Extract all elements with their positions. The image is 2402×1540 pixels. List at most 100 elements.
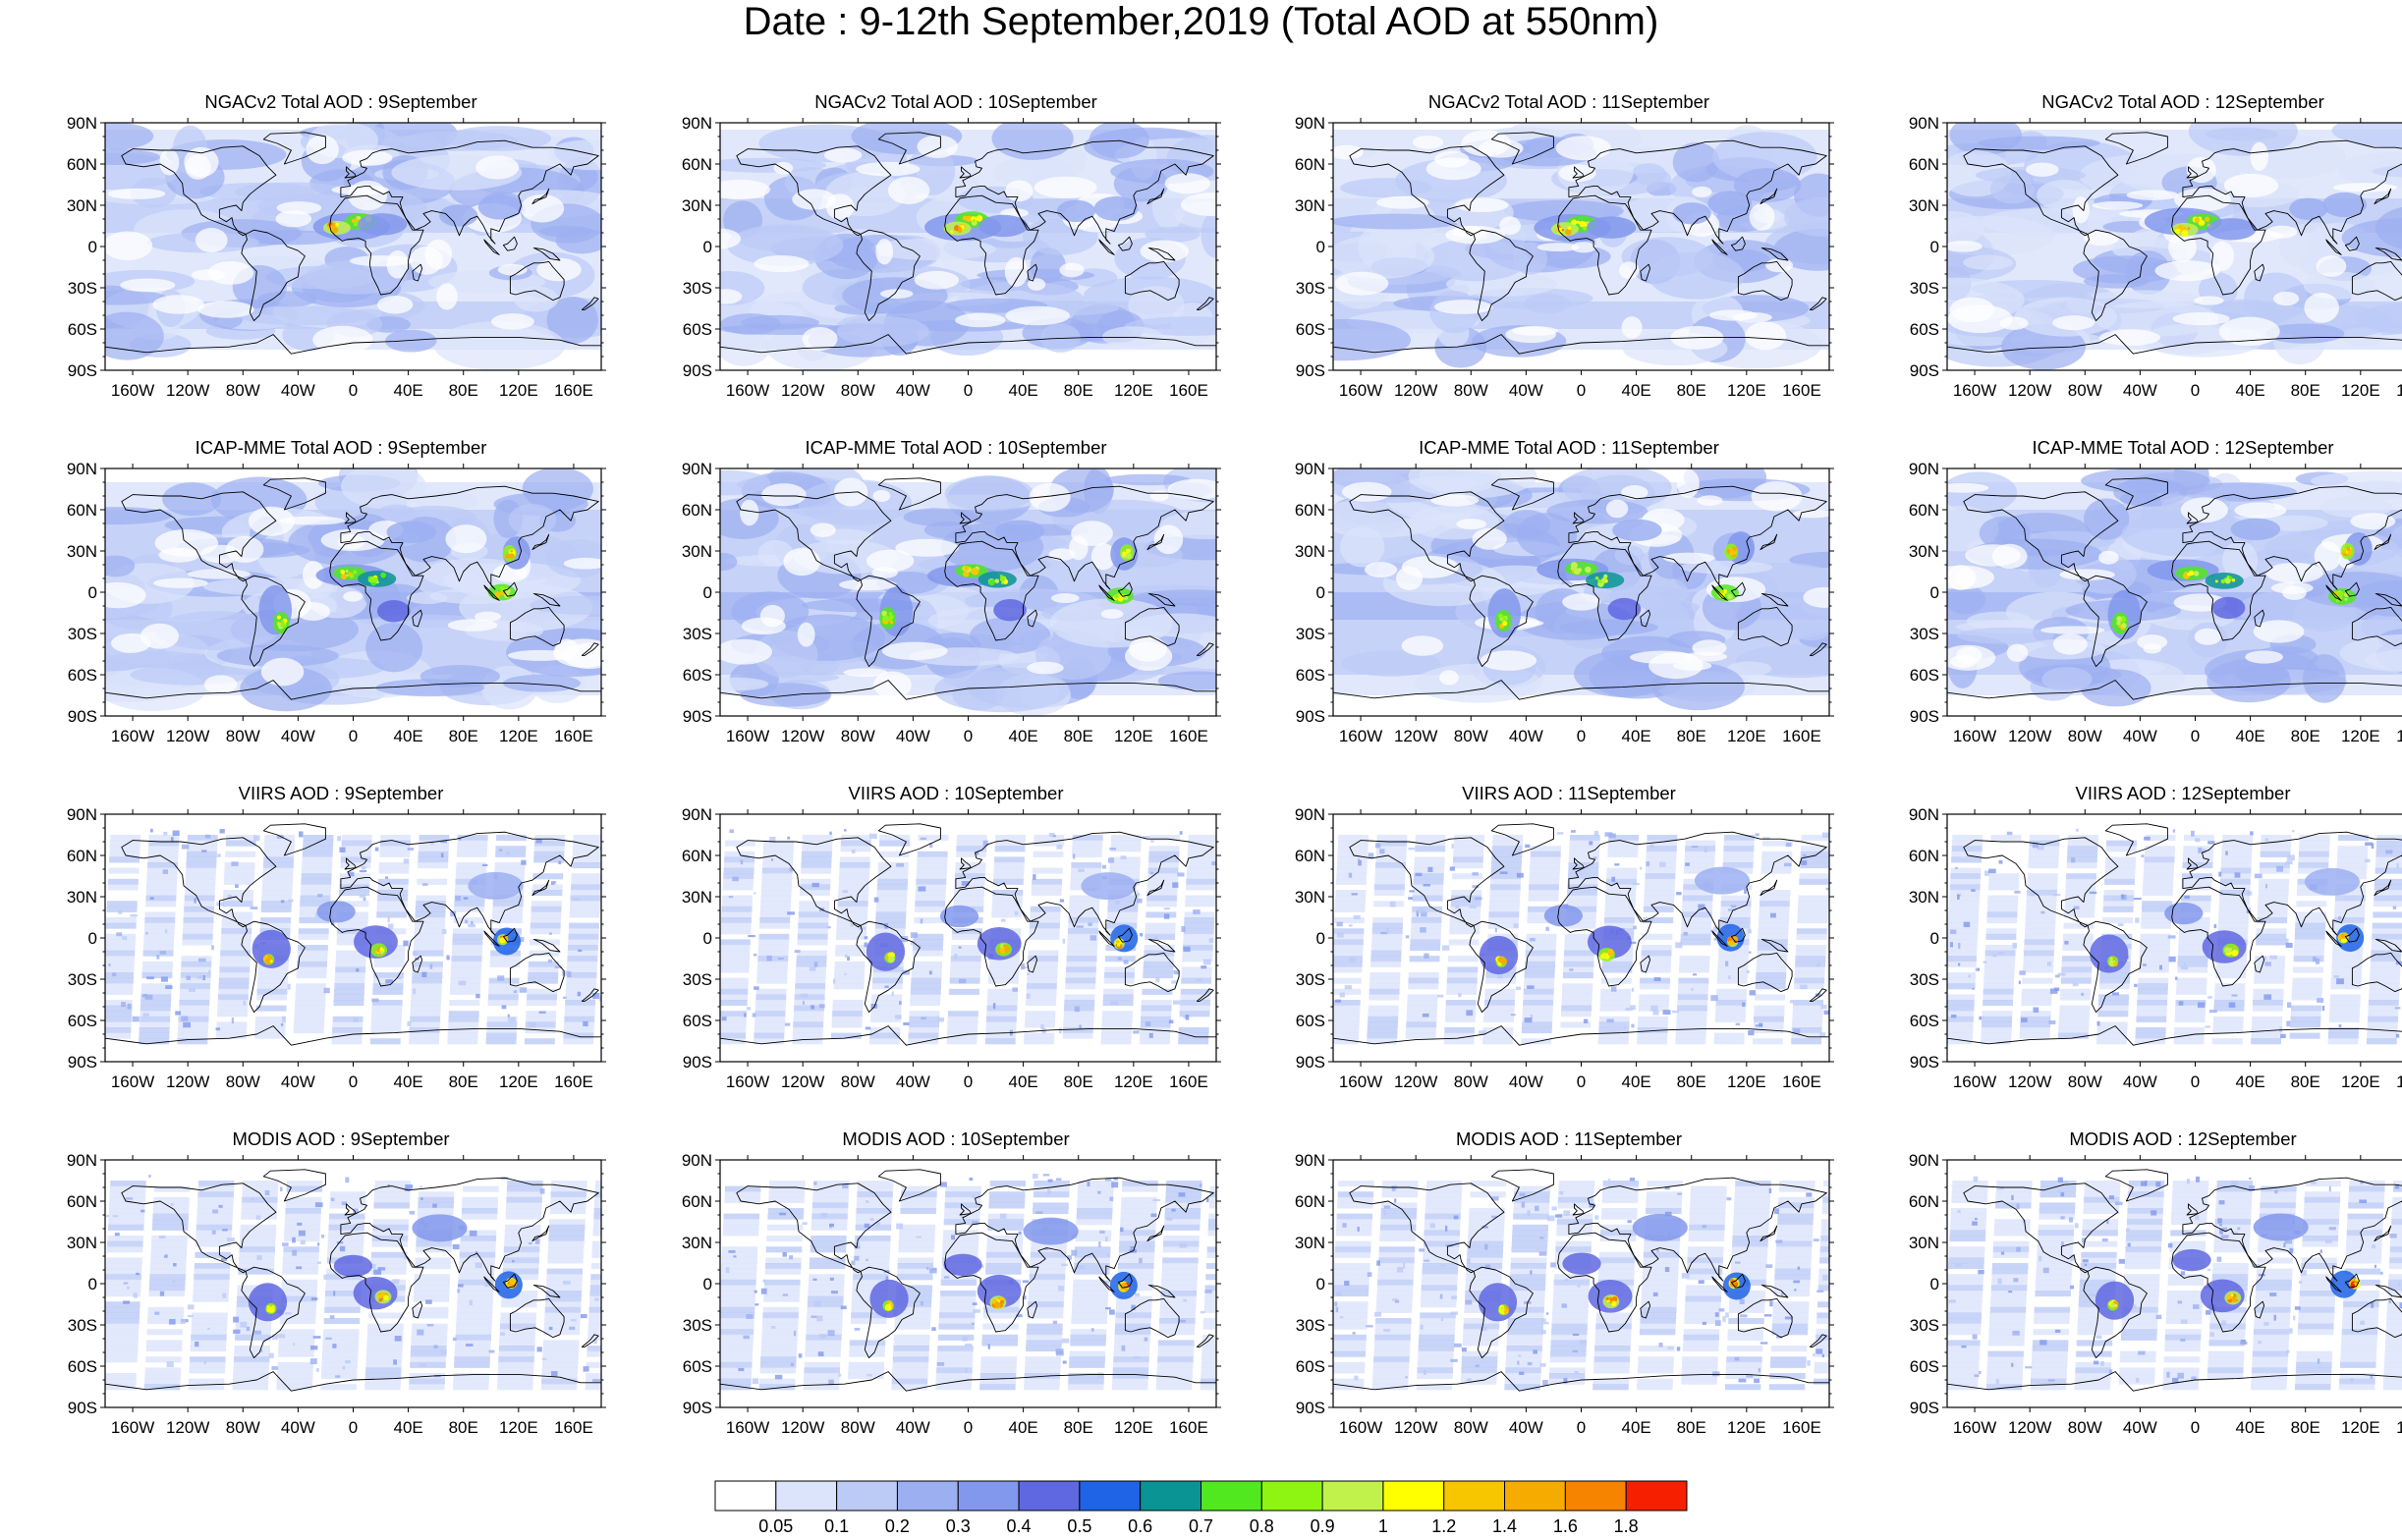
lon-tick-label: 0 xyxy=(1577,1418,1586,1437)
lon-tick-label: 80W xyxy=(841,1418,875,1437)
lon-tick-label: 40W xyxy=(896,1418,930,1437)
lon-tick-label: 80E xyxy=(2291,381,2320,400)
lon-tick-label: 160W xyxy=(111,381,154,400)
lon-tick-label: 80W xyxy=(2068,381,2102,400)
lon-tick-label: 80E xyxy=(449,381,478,400)
lon-tick-label: 160W xyxy=(726,381,769,400)
lon-tick-label: 40W xyxy=(896,1072,930,1091)
lon-tick-label: 0 xyxy=(1577,1072,1586,1091)
lon-tick-label: 0 xyxy=(964,1418,973,1437)
aod-field xyxy=(1893,461,2402,716)
lon-tick-label: 80E xyxy=(2291,1418,2320,1437)
colorbar-label: 1.6 xyxy=(1553,1516,1578,1535)
lat-tick-label: 30S xyxy=(68,279,97,298)
lat-tick-label: 60N xyxy=(682,1192,712,1211)
lat-tick-label: 90S xyxy=(1910,707,1939,726)
lat-tick-label: 60S xyxy=(1296,320,1325,339)
lon-tick-label: 120W xyxy=(2008,727,2051,745)
lon-tick-label: 120W xyxy=(166,1072,209,1091)
lon-tick-label: 80W xyxy=(226,381,260,400)
lon-tick-label: 160W xyxy=(1339,381,1382,400)
lon-tick-label: 160W xyxy=(726,727,769,745)
colorbar-label: 0.9 xyxy=(1311,1516,1335,1535)
aod-field xyxy=(100,1160,631,1407)
lon-tick-label: 120E xyxy=(1727,381,1766,400)
lon-tick-label: 40W xyxy=(2123,727,2157,745)
lon-tick-label: 40W xyxy=(281,1072,315,1091)
lon-tick-label: 40W xyxy=(896,381,930,400)
colorbar-label: 0.2 xyxy=(885,1516,910,1535)
lon-tick-label: 120W xyxy=(2008,1072,2051,1091)
panel-title: VIIRS AOD : 9September xyxy=(51,783,631,804)
lon-tick-label: 40E xyxy=(1621,1418,1650,1437)
lon-tick-label: 160E xyxy=(2396,1418,2402,1437)
lat-tick-label: 0 xyxy=(1316,238,1325,256)
lat-tick-label: 60S xyxy=(68,1012,97,1030)
lon-tick-label: 160E xyxy=(1169,1072,1208,1091)
lat-tick-label: 90S xyxy=(1910,1399,1939,1417)
lon-tick-label: 0 xyxy=(964,381,973,400)
lat-tick-label: 0 xyxy=(1930,238,1939,256)
lat-tick-label: 90N xyxy=(67,461,97,478)
lon-tick-label: 120E xyxy=(1114,1418,1153,1437)
lat-tick-label: 60S xyxy=(683,1012,712,1030)
lat-tick-label: 60S xyxy=(1296,1357,1325,1376)
panel-title: NGACv2 Total AOD : 9September xyxy=(51,91,631,113)
lat-tick-label: 30S xyxy=(1296,970,1325,989)
aod-field xyxy=(1328,814,1832,1062)
lon-tick-label: 40W xyxy=(281,727,315,745)
lat-tick-label: 90S xyxy=(68,361,97,380)
lat-tick-label: 60S xyxy=(1296,1012,1325,1030)
lon-tick-label: 40E xyxy=(1008,1072,1037,1091)
lon-tick-label: 160E xyxy=(554,1072,593,1091)
lon-tick-label: 80W xyxy=(1454,1418,1488,1437)
colorbar-label: 0.8 xyxy=(1250,1516,1274,1535)
lat-tick-label: 90N xyxy=(1295,461,1325,478)
lon-tick-label: 160E xyxy=(1782,727,1821,745)
lon-tick-label: 40E xyxy=(2235,1418,2264,1437)
lon-tick-label: 0 xyxy=(2191,381,2200,400)
lon-tick-label: 0 xyxy=(1577,381,1586,400)
lat-tick-label: 30S xyxy=(1296,279,1325,298)
lon-tick-label: 40W xyxy=(896,727,930,745)
lon-tick-label: 40W xyxy=(281,381,315,400)
lon-tick-label: 80W xyxy=(2068,727,2102,745)
lat-tick-label: 60N xyxy=(67,155,97,174)
lat-tick-label: 90S xyxy=(68,1053,97,1072)
lat-tick-label: 30N xyxy=(67,888,97,907)
lon-tick-label: 80E xyxy=(1064,727,1093,745)
aod-field xyxy=(1942,1160,2402,1407)
panel-title: MODIS AOD : 9September xyxy=(51,1128,631,1150)
lon-tick-label: 120E xyxy=(1727,1072,1766,1091)
panel-title: VIIRS AOD : 12September xyxy=(1893,783,2402,804)
lon-tick-label: 40E xyxy=(2235,381,2264,400)
aod-field xyxy=(100,814,605,1062)
lon-tick-label: 0 xyxy=(349,1418,358,1437)
lon-tick-label: 120W xyxy=(166,381,209,400)
lon-tick-label: 160W xyxy=(1953,727,1996,745)
lon-tick-label: 40E xyxy=(1621,381,1650,400)
lon-tick-label: 40E xyxy=(1008,381,1037,400)
lat-tick-label: 30N xyxy=(1909,1234,1939,1252)
lon-tick-label: 160E xyxy=(1169,1418,1208,1437)
lon-tick-label: 80E xyxy=(1677,1072,1706,1091)
lon-tick-label: 120E xyxy=(1727,1418,1766,1437)
panel-title: ICAP-MME Total AOD : 12September xyxy=(1893,437,2402,459)
lat-tick-label: 30S xyxy=(1296,1316,1325,1335)
lon-tick-label: 160W xyxy=(1339,727,1382,745)
lon-tick-label: 120W xyxy=(1394,1072,1437,1091)
aod-field xyxy=(687,461,1246,716)
lat-tick-label: 90N xyxy=(1295,806,1325,824)
lon-tick-label: 120E xyxy=(2341,1418,2380,1437)
lat-tick-label: 90N xyxy=(682,806,712,824)
